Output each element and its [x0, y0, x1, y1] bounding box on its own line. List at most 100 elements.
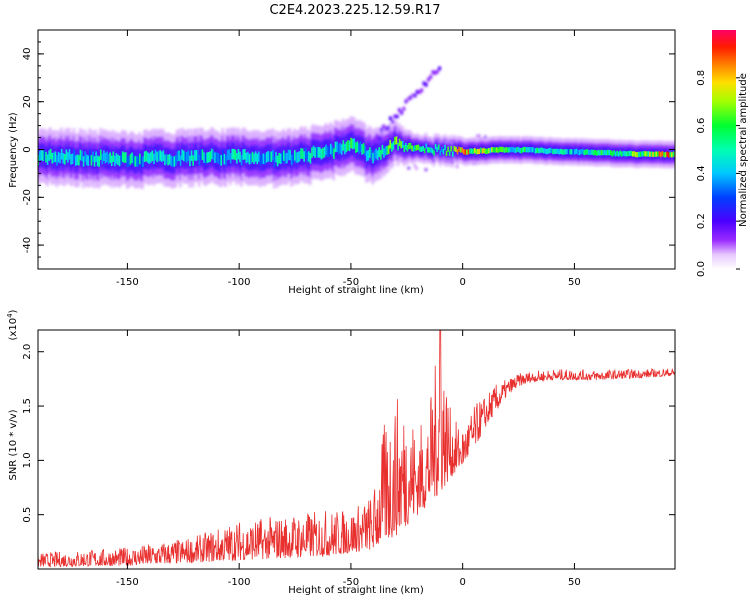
snr-x-tick-label: -100 [228, 577, 251, 588]
spectrogram-core-cell [245, 152, 248, 164]
spectrogram-core-cell [304, 147, 307, 159]
spectrogram-core-cell [584, 149, 587, 155]
spectrogram-core-cell [369, 147, 371, 158]
spectrogram-core-cell [228, 149, 230, 160]
spectrogram-core-cell [667, 152, 670, 158]
spectrogram-core-cell [156, 151, 158, 163]
spectrogram-core-cell [264, 154, 266, 165]
spectrogram-core-cell [625, 151, 628, 157]
spectrogram-streak [420, 88, 424, 93]
spectrogram-core-cell [539, 147, 542, 153]
spectrogram-core-cell [161, 151, 163, 163]
spectrogram-streak [400, 110, 404, 115]
spectrogram-y-ticks: -40 -20 0 20 40 [22, 29, 675, 270]
spectrogram-core-cell [552, 148, 554, 155]
spectrogram-core-cell [275, 151, 277, 163]
spectrogram-core-cell [186, 151, 188, 163]
spectrogram-core-cell [467, 149, 470, 155]
spectrogram-core-cell [416, 144, 418, 151]
spectrogram-core-cell [420, 146, 423, 152]
spectrogram-core-cell [151, 150, 154, 162]
spectrogram-core-cell [630, 150, 632, 156]
spectrogram-core-cell [642, 151, 645, 157]
spectrogram-core-cell [578, 150, 581, 156]
spectrogram-core-cell [417, 144, 420, 150]
spectrogram-core-cell [306, 151, 309, 163]
spectrogram-speckle [476, 134, 480, 138]
spectrogram-streak [375, 133, 379, 138]
spectrogram-core-cell [544, 148, 546, 154]
spectrogram-core-cell [287, 149, 290, 161]
spectrogram-y-tick-label: -40 [22, 237, 33, 253]
spectrogram-core-cell [425, 143, 428, 149]
spectrogram-core-cell [619, 150, 622, 156]
spectrogram-core-cell [666, 151, 668, 157]
spectrogram-core-cell [605, 150, 607, 156]
snr-x-tick-label: -50 [343, 577, 359, 588]
spectrogram-core-cell [261, 153, 263, 165]
spectrogram-core-cell [347, 140, 349, 151]
spectrogram-core-cell [569, 149, 571, 155]
spectrogram-core-cell [599, 150, 601, 156]
spectrogram-core-cell [262, 153, 265, 164]
spectrogram-core-cell [159, 150, 162, 161]
spectrogram-core-cell [189, 155, 191, 167]
spectrogram-core-cell [636, 152, 639, 158]
spectrogram-core-cell [542, 148, 545, 154]
spectrogram-core-cell [322, 147, 324, 159]
spectrogram-core-cell [650, 151, 653, 157]
spectrogram-core-cell [200, 148, 202, 160]
spectrogram-core-cell [498, 146, 501, 152]
spectrogram-core-cell [170, 155, 172, 167]
spectrogram-core-cell [137, 155, 140, 167]
spectrogram-core-cell [95, 151, 97, 162]
spectrogram-core-cell [610, 150, 612, 156]
spectrogram-core-cell [298, 151, 301, 162]
spectrogram-core-cell [164, 154, 166, 166]
spectrogram-streak [395, 114, 399, 119]
snr-panel: -150 -100 -50 0 50 0.5 1.0 1.5 2.0 Height of st… [6, 309, 676, 596]
spectrogram-core-cell [580, 149, 582, 155]
spectrogram-streak [435, 69, 439, 74]
spectrogram-core-cell [649, 151, 651, 157]
spectrogram-core-cell [448, 150, 451, 156]
spectrogram-core-cell [63, 154, 66, 165]
spectrogram-core-cell [541, 147, 543, 153]
spectrogram-core-cell [196, 149, 199, 161]
spectrogram-core-cell [295, 152, 298, 163]
spectrogram-core-cell [614, 151, 617, 157]
spectrogram-core-cell [627, 151, 629, 157]
colorbar-tick-label: 0.6 [696, 118, 707, 134]
spectrogram-core-cell [530, 147, 532, 153]
spectrogram-core-cell [115, 153, 118, 164]
spectrogram-core-cell [251, 151, 254, 163]
spectrogram-core-cell [300, 148, 302, 159]
spectrogram-core-cell [534, 148, 537, 154]
spectrogram-core-cell [59, 152, 61, 164]
spectrogram-core-cell [646, 151, 648, 157]
spectrogram-core-cell [312, 145, 315, 157]
spectrogram-speckle [413, 164, 417, 168]
spectrogram-core-cell [67, 152, 69, 163]
spectrogram-core-cell [107, 153, 110, 165]
spectrogram-core-cell [242, 149, 244, 160]
spectrogram-core-cell [278, 152, 280, 164]
spectrogram-core-cell [42, 150, 44, 162]
spectrogram-core-cell [182, 150, 185, 162]
spectrogram-core-cell [93, 156, 96, 167]
spectrogram-core-cell [345, 141, 348, 153]
spectrogram-streak [429, 75, 433, 80]
spectrogram-core-cell [355, 142, 357, 153]
spectrogram-core-cell [106, 151, 108, 163]
spectrogram-streak [415, 89, 419, 94]
spectrogram-core-cell [414, 145, 417, 151]
spectrogram-core-cell [226, 149, 229, 161]
spectrogram-core-cell [450, 146, 453, 152]
spectrogram-core-cell [339, 142, 341, 154]
spectrogram-speckle [424, 168, 428, 172]
spectrogram-core-cell [364, 145, 366, 157]
spectrogram-core-cell [455, 146, 457, 153]
spectrogram-core-cell [505, 147, 507, 153]
spectrogram-core-cell [583, 149, 586, 156]
spectrogram-core-cell [157, 151, 160, 162]
